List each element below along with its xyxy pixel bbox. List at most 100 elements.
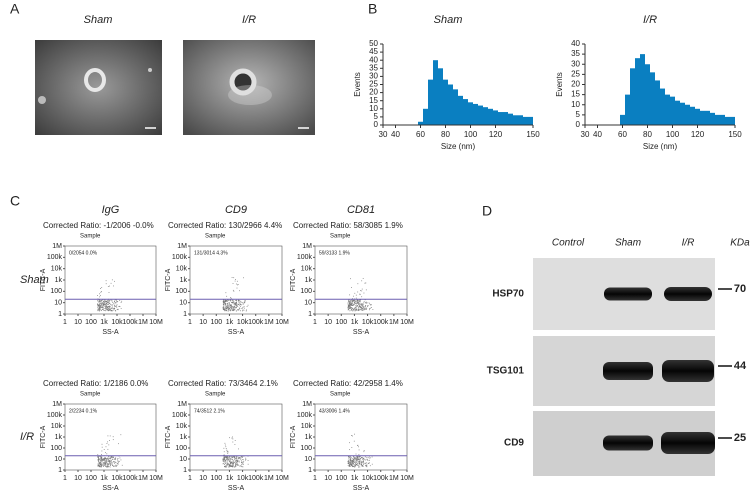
event-dot	[222, 461, 224, 462]
x-axis-label: SS-A	[228, 485, 245, 492]
event-dot	[355, 463, 357, 464]
event-dot	[353, 456, 355, 457]
event-dot	[225, 292, 227, 294]
event-dot	[354, 466, 356, 468]
event-dot	[99, 306, 100, 308]
event-dot	[105, 280, 107, 282]
x-tick-label: 100k	[122, 475, 138, 482]
event-dot	[104, 302, 106, 304]
x-tick-label: 120	[489, 130, 503, 139]
event-dot	[228, 463, 230, 465]
event-dot	[353, 308, 355, 310]
event-dot	[105, 459, 106, 461]
event-dot	[228, 466, 229, 468]
event-dot	[352, 305, 354, 306]
event-dot	[350, 300, 352, 302]
event-dot	[223, 458, 225, 460]
unit-label: KDa	[730, 238, 750, 249]
event-dot	[118, 443, 119, 445]
bar	[523, 116, 528, 125]
event-dot	[351, 299, 353, 301]
event-dot	[236, 302, 237, 303]
event-dot	[234, 308, 236, 310]
event-dot	[363, 463, 365, 465]
event-dot	[232, 301, 233, 303]
event-dot	[107, 301, 109, 303]
y-tick-label: 25	[571, 69, 580, 78]
event-dot	[99, 464, 100, 466]
bar	[635, 58, 640, 125]
event-dot	[108, 303, 109, 305]
event-dot	[222, 303, 224, 305]
event-dot	[230, 463, 232, 464]
event-dot	[105, 303, 106, 305]
x-axis-label: SS-A	[102, 485, 119, 492]
event-dot	[235, 459, 237, 461]
event-dot	[233, 310, 234, 312]
event-dot	[98, 305, 100, 307]
event-dot	[225, 465, 227, 467]
event-dot	[114, 302, 116, 304]
event-dot	[98, 465, 100, 467]
event-dot	[104, 304, 106, 306]
event-dot	[359, 303, 361, 304]
event-dot	[112, 465, 114, 467]
event-dot	[359, 455, 361, 457]
event-dot	[119, 300, 121, 301]
event-dot	[350, 278, 351, 280]
event-dot	[352, 295, 354, 297]
x-tick-label: 100	[464, 130, 478, 139]
event-dot	[369, 457, 371, 458]
event-dot	[365, 301, 367, 303]
event-dot	[109, 309, 110, 311]
event-dot	[349, 449, 350, 451]
event-dot	[357, 459, 358, 460]
event-dot	[232, 438, 234, 440]
event-dot	[354, 459, 356, 460]
event-dot	[349, 456, 351, 458]
event-dot	[224, 466, 226, 467]
event-dot	[224, 301, 226, 303]
event-dot	[367, 306, 369, 307]
event-dot	[366, 307, 368, 309]
vesicle	[84, 68, 106, 92]
event-dot	[232, 464, 234, 466]
event-dot	[100, 307, 102, 309]
event-dot	[97, 455, 99, 457]
event-dot	[348, 460, 350, 462]
event-dot	[231, 305, 233, 307]
event-dot	[370, 304, 372, 306]
bar	[715, 114, 720, 125]
event-dot	[364, 306, 366, 308]
event-dot	[361, 307, 363, 308]
bar	[700, 110, 705, 125]
x-tick-label: 1M	[389, 319, 399, 326]
event-dot	[369, 309, 370, 311]
y-tick-label: 25	[369, 80, 378, 89]
event-dot	[230, 305, 232, 306]
event-dot	[358, 459, 360, 460]
event-dot	[113, 308, 115, 310]
event-dot	[99, 463, 100, 464]
event-dot	[240, 301, 242, 303]
event-dot	[362, 277, 364, 279]
y-tick-label: 10k	[51, 266, 63, 273]
event-dot	[114, 458, 116, 459]
event-dot	[101, 459, 102, 461]
event-dot	[351, 435, 352, 436]
event-dot	[361, 304, 363, 305]
event-dot	[223, 299, 224, 301]
event-dot	[350, 457, 352, 458]
event-dot	[240, 307, 242, 309]
event-dot	[365, 305, 367, 306]
bar	[665, 94, 670, 125]
event-dot	[110, 463, 112, 465]
event-dot	[222, 308, 224, 310]
event-dot	[242, 461, 244, 463]
event-dot	[237, 284, 239, 286]
y-tick-label: 45	[369, 47, 378, 56]
y-tick-label: 10	[571, 100, 580, 109]
event-dot	[229, 307, 231, 309]
event-dot	[371, 456, 373, 458]
x-axis-label: Size (nm)	[441, 142, 476, 151]
